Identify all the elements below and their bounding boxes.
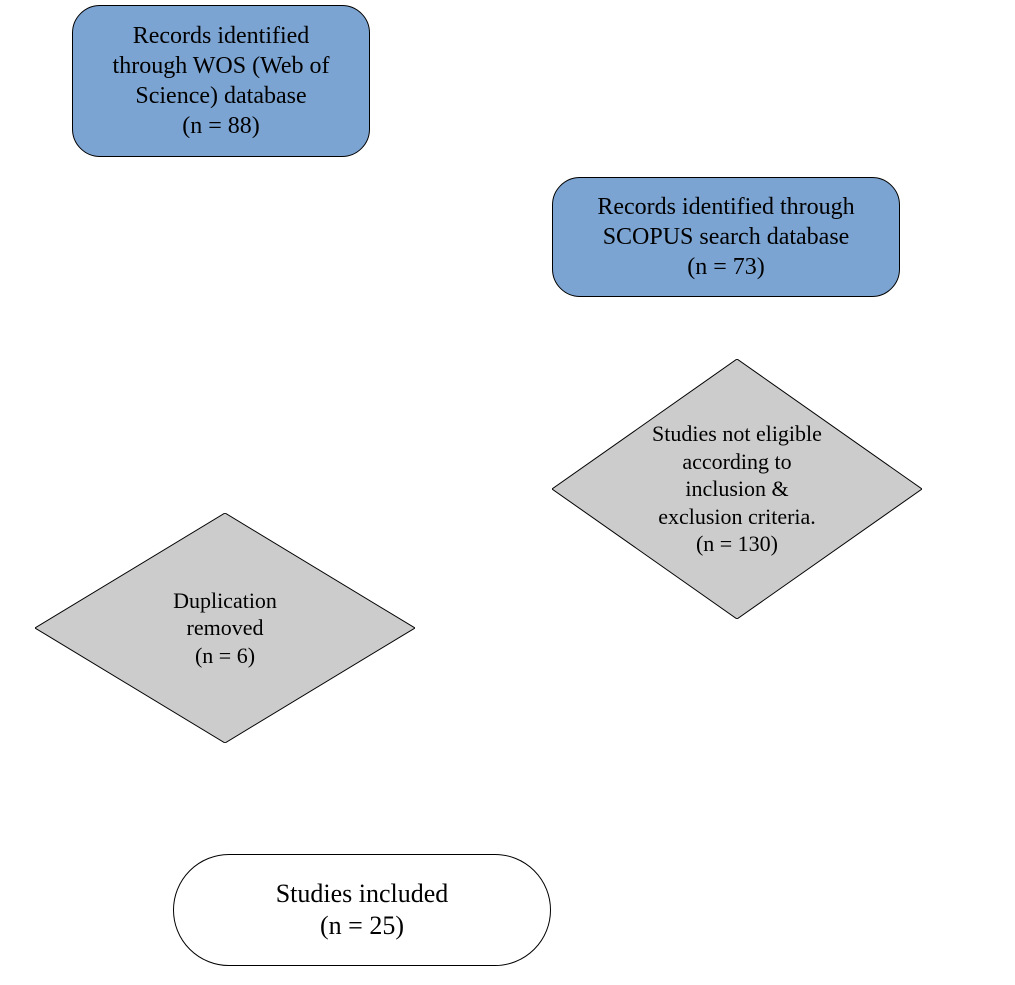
text-line: Studies included [276, 878, 449, 911]
text-line: inclusion & [652, 475, 822, 503]
text-line: SCOPUS search database [597, 222, 854, 252]
text-line: Records identified [113, 21, 330, 51]
diamond-label: Studies not eligibleaccording toinclusio… [642, 420, 832, 558]
diamond-label: Duplicationremoved(n = 6) [163, 587, 287, 670]
text-line: (n = 25) [276, 910, 449, 943]
text-line: exclusion criteria. [652, 503, 822, 531]
flowchart-node-duplication-removed: Duplicationremoved(n = 6) [35, 513, 415, 743]
text-line: Science) database [113, 81, 330, 111]
flowchart-node-studies-included: Studies included(n = 25) [173, 854, 551, 966]
text-line: (n = 88) [113, 111, 330, 141]
text-line: (n = 73) [597, 252, 854, 282]
flowchart-node-not-eligible: Studies not eligibleaccording toinclusio… [552, 359, 922, 619]
text-line: according to [652, 448, 822, 476]
text-line: (n = 130) [652, 530, 822, 558]
text-line: through WOS (Web of [113, 51, 330, 81]
text-line: Studies not eligible [652, 420, 822, 448]
text-line: (n = 6) [173, 642, 277, 670]
flowchart-node-scopus: Records identified throughSCOPUS search … [552, 177, 900, 297]
text-line: Duplication [173, 587, 277, 615]
flowchart-node-wos: Records identifiedthrough WOS (Web ofSci… [72, 5, 370, 157]
text-line: removed [173, 614, 277, 642]
text-line: Records identified through [597, 192, 854, 222]
